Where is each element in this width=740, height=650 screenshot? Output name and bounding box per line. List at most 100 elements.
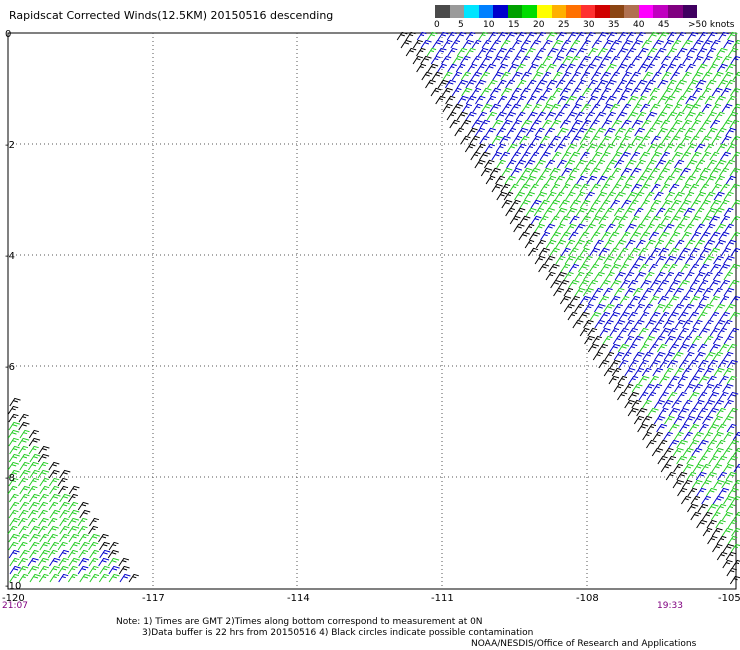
wind-barb bbox=[577, 143, 587, 153]
wind-barb bbox=[656, 343, 668, 353]
wind-barb bbox=[630, 167, 642, 177]
wind-barb bbox=[476, 63, 487, 73]
wind-barb bbox=[701, 119, 712, 129]
wind-barb bbox=[605, 79, 617, 89]
wind-barb bbox=[541, 103, 554, 113]
wind-barb bbox=[604, 127, 616, 137]
wind-barb bbox=[536, 47, 546, 57]
wind-barb bbox=[624, 335, 635, 345]
wind-barb bbox=[575, 63, 586, 73]
wind-barb bbox=[575, 95, 586, 105]
wind-barb bbox=[707, 423, 720, 433]
wind-barb bbox=[692, 87, 703, 97]
wind-barb bbox=[688, 439, 700, 449]
wind-barb bbox=[447, 63, 457, 73]
wind-barb bbox=[708, 215, 720, 225]
wind-barb bbox=[678, 279, 690, 289]
wind-barb bbox=[520, 119, 533, 129]
wind-barb bbox=[617, 31, 629, 41]
wind-barb bbox=[474, 159, 486, 169]
wind-barb bbox=[729, 119, 740, 129]
wind-barb bbox=[530, 215, 542, 225]
wind-barb bbox=[38, 517, 49, 527]
wind-barb bbox=[698, 295, 710, 305]
wind-barb bbox=[571, 119, 583, 129]
wind-barb bbox=[617, 391, 628, 401]
wind-barb bbox=[567, 31, 579, 41]
wind-barb bbox=[49, 565, 60, 575]
wind-barb bbox=[635, 159, 646, 169]
wind-barb bbox=[616, 47, 629, 57]
wind-barb bbox=[580, 215, 591, 225]
wind-barb bbox=[658, 279, 670, 289]
wind-barb bbox=[673, 223, 685, 233]
wind-barb bbox=[475, 79, 487, 89]
wind-barb bbox=[619, 295, 630, 305]
wind-barb bbox=[730, 543, 740, 553]
wind-barb bbox=[603, 239, 615, 249]
wind-barb bbox=[620, 183, 633, 193]
wind-barb bbox=[633, 351, 645, 361]
wind-barb bbox=[629, 263, 641, 273]
wind-barb bbox=[674, 255, 686, 265]
wind-barb bbox=[19, 429, 30, 439]
wind-barb bbox=[679, 295, 691, 305]
wind-barb bbox=[603, 255, 615, 265]
wind-barb bbox=[18, 509, 29, 519]
wind-barb bbox=[596, 191, 608, 201]
wind-barb bbox=[678, 327, 689, 337]
wind-barb bbox=[730, 495, 740, 505]
wind-barb bbox=[664, 95, 676, 105]
wind-barb bbox=[638, 327, 649, 337]
wind-barb bbox=[629, 215, 640, 225]
wind-barb bbox=[455, 63, 466, 73]
wind-barb bbox=[641, 119, 652, 129]
wind-barb bbox=[696, 519, 708, 529]
wind-barb bbox=[553, 287, 565, 297]
wind-barb bbox=[412, 55, 424, 65]
wind-barb bbox=[549, 167, 561, 177]
wind-barb bbox=[698, 31, 708, 41]
wind-barb bbox=[28, 429, 39, 439]
wind-barb bbox=[674, 367, 685, 377]
wind-barb bbox=[633, 319, 645, 329]
wind-barb bbox=[722, 319, 733, 329]
wind-barb bbox=[579, 231, 590, 241]
wind-barb bbox=[642, 431, 652, 441]
wind-barb bbox=[611, 183, 622, 193]
wind-barb bbox=[647, 407, 659, 417]
wind-barb bbox=[405, 31, 416, 41]
wind-barb bbox=[725, 471, 738, 481]
wind-barb bbox=[636, 95, 647, 105]
wind-barb bbox=[701, 87, 712, 97]
wind-barb bbox=[568, 231, 579, 241]
wind-barb bbox=[656, 423, 668, 433]
wind-barb bbox=[639, 311, 650, 321]
wind-barb bbox=[631, 39, 644, 49]
wind-barb bbox=[695, 159, 706, 169]
wind-barb bbox=[597, 343, 609, 353]
wind-barb bbox=[583, 303, 594, 313]
wind-barb bbox=[37, 509, 48, 519]
wind-barb bbox=[621, 39, 634, 49]
wind-barb bbox=[609, 263, 622, 273]
colorbar-swatch bbox=[566, 5, 581, 18]
wind-barb bbox=[668, 423, 680, 433]
wind-barb bbox=[598, 215, 609, 225]
wind-barb bbox=[668, 247, 680, 257]
wind-barb bbox=[706, 207, 718, 217]
wind-barb bbox=[491, 55, 503, 65]
wind-barb bbox=[660, 183, 671, 193]
wind-barb bbox=[586, 175, 598, 185]
wind-barb bbox=[521, 103, 532, 113]
wind-barb bbox=[652, 367, 664, 377]
wind-barb bbox=[9, 573, 20, 583]
wind-barb bbox=[616, 111, 628, 121]
wind-barb bbox=[556, 31, 567, 41]
wind-barb bbox=[707, 63, 718, 73]
wind-barb bbox=[594, 303, 606, 313]
wind-barb bbox=[594, 207, 605, 217]
wind-barb bbox=[38, 573, 49, 583]
wind-barb bbox=[47, 525, 59, 535]
wind-barb bbox=[602, 39, 614, 49]
